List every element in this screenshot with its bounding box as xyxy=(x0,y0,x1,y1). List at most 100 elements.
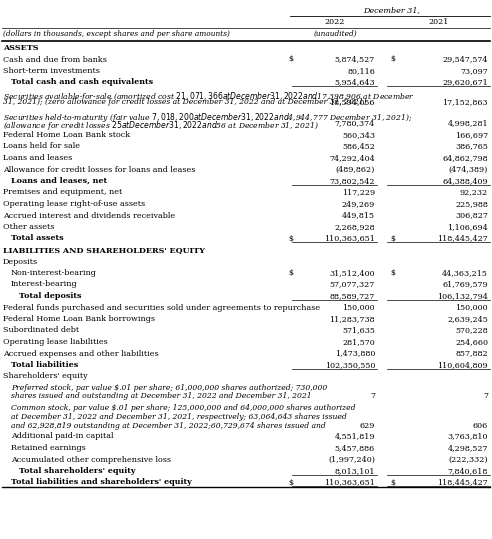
Text: 7: 7 xyxy=(370,392,375,400)
Text: 5,457,886: 5,457,886 xyxy=(335,444,375,452)
Text: (allowance for credit losses $25 at December 31, 2022 and $56 at December 31, 20: (allowance for credit losses $25 at Dece… xyxy=(3,119,319,132)
Text: 110,363,651: 110,363,651 xyxy=(324,479,375,487)
Text: Total liabilities: Total liabilities xyxy=(11,361,78,369)
Text: Federal funds purchased and securities sold under agreements to repurchase: Federal funds purchased and securities s… xyxy=(3,303,320,312)
Text: (222,332): (222,332) xyxy=(448,455,488,464)
Text: 586,452: 586,452 xyxy=(342,142,375,150)
Text: Other assets: Other assets xyxy=(3,223,55,231)
Text: (1,997,240): (1,997,240) xyxy=(328,455,375,464)
Text: and 62,928,819 outstanding at December 31, 2022;60,729,674 shares issued and: and 62,928,819 outstanding at December 3… xyxy=(11,421,326,430)
Text: (dollars in thousands, except shares and per share amounts): (dollars in thousands, except shares and… xyxy=(3,30,230,38)
Text: Total cash and cash equivalents: Total cash and cash equivalents xyxy=(11,79,153,86)
Text: 110,604,809: 110,604,809 xyxy=(437,361,488,369)
Text: Total liabilities and shareholders' equity: Total liabilities and shareholders' equi… xyxy=(11,479,192,487)
Text: Allowance for credit losses for loans and leases: Allowance for credit losses for loans an… xyxy=(3,165,195,174)
Text: 31,512,400: 31,512,400 xyxy=(329,269,375,277)
Text: 857,882: 857,882 xyxy=(456,349,488,357)
Text: Deposits: Deposits xyxy=(3,258,38,266)
Text: 29,620,671: 29,620,671 xyxy=(442,79,488,86)
Text: 2,639,245: 2,639,245 xyxy=(447,315,488,323)
Text: 570,228: 570,228 xyxy=(455,327,488,335)
Text: 73,802,542: 73,802,542 xyxy=(330,177,375,185)
Text: (489,862): (489,862) xyxy=(336,165,375,174)
Text: 7,840,618: 7,840,618 xyxy=(448,467,488,475)
Text: 4,298,527: 4,298,527 xyxy=(448,444,488,452)
Text: 64,862,798: 64,862,798 xyxy=(442,154,488,162)
Text: Interest-bearing: Interest-bearing xyxy=(11,280,78,288)
Text: $: $ xyxy=(390,56,395,64)
Text: Total shareholders' equity: Total shareholders' equity xyxy=(19,467,135,475)
Text: Preferred stock, par value $.01 per share; 61,000,000 shares authorized; 730,000: Preferred stock, par value $.01 per shar… xyxy=(11,384,327,392)
Text: Common stock, par value $.01 per share; 125,000,000 and 64,000,000 shares author: Common stock, par value $.01 per share; … xyxy=(11,404,356,412)
Text: Operating lease liabilities: Operating lease liabilities xyxy=(3,338,108,346)
Text: at December 31, 2022 and December 31, 2021, respectively; 63,064,643 shares issu: at December 31, 2022 and December 31, 20… xyxy=(11,413,347,421)
Text: 249,269: 249,269 xyxy=(342,200,375,208)
Text: 11,283,738: 11,283,738 xyxy=(329,315,375,323)
Text: Loans and leases: Loans and leases xyxy=(3,154,72,162)
Text: 560,343: 560,343 xyxy=(342,131,375,139)
Text: 7,780,374: 7,780,374 xyxy=(335,119,375,127)
Text: Securities available-for-sale (amortized cost $21,071,366 at December 31, 2022 a: Securities available-for-sale (amortized… xyxy=(3,90,415,103)
Text: Accrued interest and dividends receivable: Accrued interest and dividends receivabl… xyxy=(3,211,175,219)
Text: LIABILITIES AND SHAREHOLDERS' EQUITY: LIABILITIES AND SHAREHOLDERS' EQUITY xyxy=(3,246,205,254)
Text: 57,077,327: 57,077,327 xyxy=(330,280,375,288)
Text: 80,116: 80,116 xyxy=(347,67,375,75)
Text: 92,232: 92,232 xyxy=(460,189,488,197)
Text: 166,697: 166,697 xyxy=(455,131,488,139)
Text: 2022: 2022 xyxy=(325,18,345,26)
Text: Loans and leases, net: Loans and leases, net xyxy=(11,177,107,185)
Text: 110,363,651: 110,363,651 xyxy=(324,234,375,243)
Text: Additional paid-in capital: Additional paid-in capital xyxy=(11,432,114,440)
Text: 5,874,527: 5,874,527 xyxy=(335,56,375,64)
Text: Accrued expenses and other liabilities: Accrued expenses and other liabilities xyxy=(3,349,158,357)
Text: (474,389): (474,389) xyxy=(449,165,488,174)
Text: 31, 2021); (zero allowance for credit losses at December 31, 2022 and at Decembe: 31, 2021); (zero allowance for credit lo… xyxy=(3,99,367,107)
Text: 449,815: 449,815 xyxy=(342,211,375,219)
Text: Federal Home Loan Bank borrowings: Federal Home Loan Bank borrowings xyxy=(3,315,155,323)
Text: (unaudited): (unaudited) xyxy=(313,30,357,38)
Text: Total deposits: Total deposits xyxy=(19,292,82,300)
Text: 44,363,215: 44,363,215 xyxy=(442,269,488,277)
Text: 225,988: 225,988 xyxy=(455,200,488,208)
Text: December 31,: December 31, xyxy=(363,6,420,14)
Text: 61,769,579: 61,769,579 xyxy=(442,280,488,288)
Text: 606: 606 xyxy=(473,421,488,430)
Text: 150,000: 150,000 xyxy=(342,303,375,312)
Text: $: $ xyxy=(288,56,293,64)
Text: 1,473,880: 1,473,880 xyxy=(335,349,375,357)
Text: 64,388,409: 64,388,409 xyxy=(442,177,488,185)
Text: 571,635: 571,635 xyxy=(342,327,375,335)
Text: 118,445,427: 118,445,427 xyxy=(437,479,488,487)
Text: 4,551,819: 4,551,819 xyxy=(335,432,375,440)
Text: 18,594,056: 18,594,056 xyxy=(330,99,375,107)
Text: $: $ xyxy=(288,269,293,277)
Text: $: $ xyxy=(288,479,293,487)
Text: Short-term investments: Short-term investments xyxy=(3,67,100,75)
Text: Loans held for sale: Loans held for sale xyxy=(3,142,80,150)
Text: 386,765: 386,765 xyxy=(455,142,488,150)
Text: 29,547,574: 29,547,574 xyxy=(442,56,488,64)
Text: 118,445,427: 118,445,427 xyxy=(437,234,488,243)
Text: 7: 7 xyxy=(483,392,488,400)
Text: 1,106,694: 1,106,694 xyxy=(447,223,488,231)
Text: Premises and equipment, net: Premises and equipment, net xyxy=(3,189,122,197)
Text: Federal Home Loan Bank stock: Federal Home Loan Bank stock xyxy=(3,131,130,139)
Text: 5,954,643: 5,954,643 xyxy=(335,79,375,86)
Text: 2021: 2021 xyxy=(429,18,449,26)
Text: 74,292,404: 74,292,404 xyxy=(329,154,375,162)
Text: ASSETS: ASSETS xyxy=(3,44,38,52)
Text: Operating lease right-of-use assets: Operating lease right-of-use assets xyxy=(3,200,145,208)
Text: 150,000: 150,000 xyxy=(456,303,488,312)
Text: 88,589,727: 88,589,727 xyxy=(330,292,375,300)
Text: 102,350,550: 102,350,550 xyxy=(325,361,375,369)
Text: $: $ xyxy=(390,234,395,243)
Text: 306,827: 306,827 xyxy=(455,211,488,219)
Text: 254,660: 254,660 xyxy=(455,338,488,346)
Text: 8,013,101: 8,013,101 xyxy=(335,467,375,475)
Text: Accumulated other comprehensive loss: Accumulated other comprehensive loss xyxy=(11,455,171,464)
Text: 629: 629 xyxy=(360,421,375,430)
Text: 117,229: 117,229 xyxy=(342,189,375,197)
Text: 2,268,928: 2,268,928 xyxy=(335,223,375,231)
Text: Retained earnings: Retained earnings xyxy=(11,444,86,452)
Text: 73,097: 73,097 xyxy=(460,67,488,75)
